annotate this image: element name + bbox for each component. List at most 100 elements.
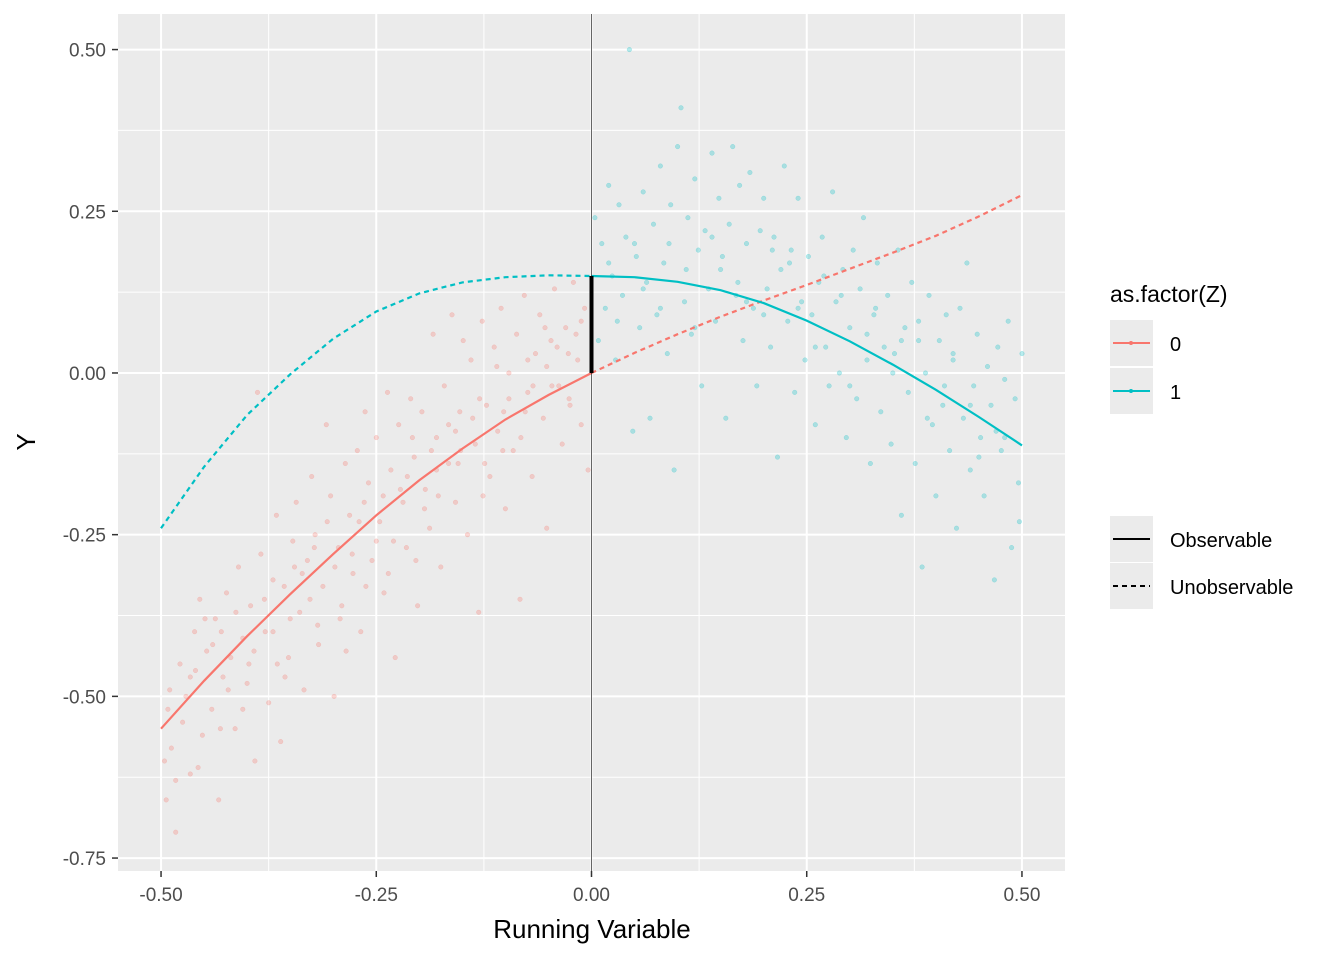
data-point-z0 — [161, 758, 168, 764]
data-point-z1 — [795, 195, 801, 201]
data-point-z0 — [320, 583, 326, 589]
data-point-z0 — [498, 305, 504, 311]
data-point-z0 — [585, 467, 591, 473]
data-point-z1 — [847, 383, 853, 389]
data-point-z0 — [233, 609, 239, 615]
data-point-z1 — [692, 176, 698, 182]
data-point-z1 — [940, 402, 946, 408]
data-point-z0 — [270, 629, 276, 635]
data-point-z0 — [183, 693, 189, 699]
data-point-z1 — [864, 331, 870, 337]
data-point-z1 — [637, 325, 643, 331]
data-point-z1 — [850, 247, 856, 253]
data-point-z1 — [795, 305, 801, 311]
data-point-z0 — [441, 383, 447, 389]
data-point-z0 — [339, 603, 345, 609]
data-point-z0 — [554, 344, 560, 350]
x-tick-label: 0.50 — [1003, 885, 1040, 906]
data-point-z0 — [163, 797, 169, 803]
data-point-z1 — [709, 150, 715, 156]
data-point-z0 — [570, 279, 576, 285]
data-point-z0 — [464, 532, 471, 538]
data-point-z0 — [468, 357, 474, 363]
data-point-z0 — [301, 687, 307, 693]
data-point-z1 — [981, 493, 987, 499]
data-point-z1 — [919, 564, 925, 570]
data-point-z0 — [252, 758, 258, 764]
data-point-z0 — [525, 357, 531, 363]
data-point-z0 — [472, 441, 478, 447]
data-point-z1 — [964, 260, 970, 266]
data-point-z0 — [358, 629, 364, 635]
data-point-z1 — [941, 383, 948, 389]
data-point-z0 — [542, 325, 548, 331]
data-point-z1 — [909, 279, 915, 285]
data-point-z0 — [223, 590, 230, 596]
y-tick-label: -0.25 — [63, 526, 106, 547]
data-point-z1 — [702, 228, 708, 234]
data-point-z1 — [592, 215, 598, 221]
data-point-z1 — [743, 299, 750, 305]
data-point-z0 — [258, 551, 264, 557]
legend-linetype: Observable Unobservable — [1110, 516, 1293, 609]
data-point-z1 — [709, 234, 715, 240]
data-point-z0 — [297, 609, 303, 615]
data-point-z0 — [177, 661, 183, 667]
data-point-z0 — [487, 473, 493, 480]
data-point-z1 — [950, 357, 956, 363]
data-point-z0 — [380, 493, 386, 499]
data-point-z1 — [678, 105, 684, 111]
data-point-z1 — [984, 363, 991, 370]
legend-label-1: 1 — [1170, 382, 1181, 404]
data-point-z0 — [510, 448, 516, 454]
data-point-z0 — [397, 486, 403, 492]
data-point-z0 — [495, 428, 501, 434]
data-point-z0 — [582, 305, 588, 311]
data-point-z0 — [433, 435, 440, 441]
data-point-z1 — [890, 370, 896, 376]
data-point-z1 — [898, 338, 904, 344]
data-point-z1 — [957, 305, 963, 311]
y-tick-label: 0.50 — [69, 41, 106, 62]
data-point-z0 — [403, 545, 409, 551]
data-point-z0 — [217, 726, 223, 732]
data-point-z1 — [888, 441, 894, 447]
data-point-z0 — [216, 797, 222, 803]
data-point-z0 — [540, 415, 546, 421]
data-point-z1 — [847, 325, 853, 331]
data-point-z1 — [599, 241, 605, 247]
y-axis: 0.50 0.25 0.00 -0.25 -0.50 -0.75 — [63, 41, 118, 870]
data-point-z1 — [873, 305, 879, 311]
data-point-z0 — [299, 570, 305, 577]
data-point-z1 — [867, 460, 873, 467]
data-point-z1 — [735, 279, 741, 285]
data-point-z0 — [575, 357, 581, 363]
data-point-z0 — [165, 706, 171, 712]
data-point-z1 — [960, 415, 966, 421]
data-point-z0 — [449, 312, 455, 318]
data-point-z0 — [228, 655, 234, 661]
data-point-z0 — [551, 286, 558, 292]
data-point-z0 — [446, 422, 452, 428]
data-point-z1 — [640, 189, 646, 195]
data-point-z0 — [392, 655, 398, 661]
data-point-z1 — [726, 221, 732, 227]
data-point-z0 — [173, 777, 179, 783]
data-point-z0 — [548, 338, 554, 344]
data-point-z1 — [757, 228, 763, 234]
data-point-z0 — [506, 396, 512, 402]
data-point-z0 — [323, 422, 329, 428]
data-point-z1 — [723, 415, 729, 421]
legend-label-0: 0 — [1170, 334, 1181, 356]
data-point-z0 — [328, 493, 334, 499]
data-point-z0 — [506, 370, 512, 376]
data-point-z0 — [377, 519, 383, 525]
data-point-z0 — [559, 441, 565, 447]
data-point-z0 — [244, 680, 250, 686]
data-point-z1 — [647, 415, 653, 421]
data-point-z0 — [578, 422, 584, 428]
data-point-z0 — [517, 596, 523, 602]
data-point-z0 — [332, 564, 338, 570]
data-point-z1 — [1016, 519, 1022, 525]
data-point-z1 — [1002, 376, 1008, 382]
